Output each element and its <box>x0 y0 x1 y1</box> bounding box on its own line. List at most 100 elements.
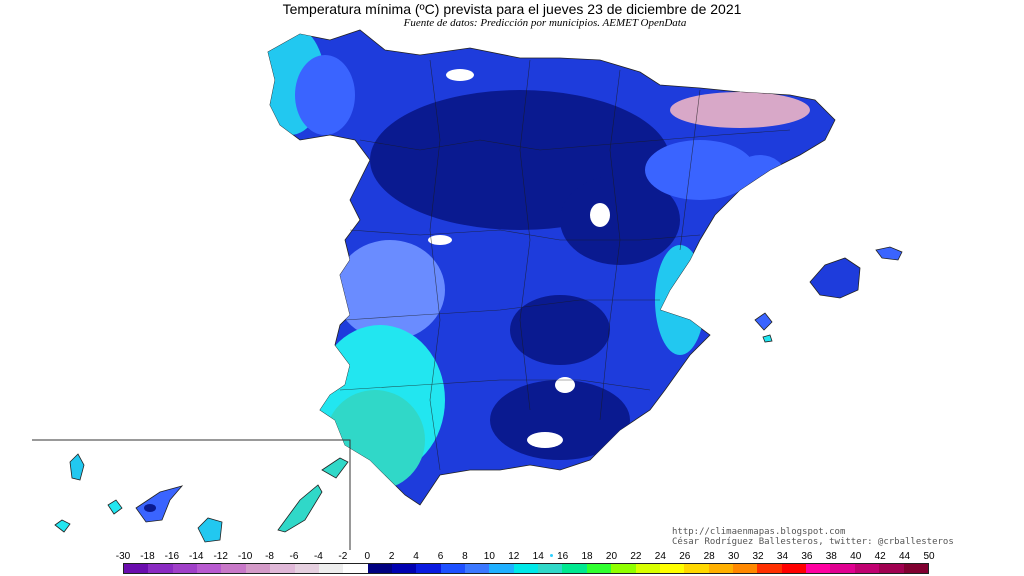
legend-swatch <box>440 564 466 573</box>
legend-label: -6 <box>289 551 299 562</box>
legend-swatch <box>854 564 880 573</box>
canary-islands <box>54 453 349 543</box>
snow-sierra-nevada <box>527 432 563 448</box>
legend-swatch <box>757 564 782 573</box>
legend-swatch <box>416 564 441 573</box>
legend-label: 0 <box>364 551 371 562</box>
zone-valencia-coast <box>655 245 705 355</box>
color-legend <box>123 563 929 574</box>
legend-label: 42 <box>874 551 886 562</box>
legend-label: 10 <box>483 551 495 562</box>
menorca <box>875 246 903 261</box>
legend-label: 38 <box>825 551 837 562</box>
legend-label: 24 <box>654 551 666 562</box>
temperature-zones <box>268 30 810 490</box>
legend-label: -12 <box>213 551 228 562</box>
legend-swatch <box>708 564 733 573</box>
legend-swatch <box>830 564 855 573</box>
legend-swatch <box>513 564 539 573</box>
legend-label: 30 <box>728 551 740 562</box>
legend-label: 6 <box>437 551 444 562</box>
legend-swatch <box>562 564 587 573</box>
legend-swatch <box>903 564 928 573</box>
legend-swatch <box>294 564 319 573</box>
province-borders <box>339 59 791 471</box>
legend-swatch <box>172 564 198 573</box>
el-hierro <box>54 519 71 533</box>
canary-inset-frame <box>32 439 351 550</box>
mallorca <box>809 257 861 299</box>
legend-label: -10 <box>237 551 253 562</box>
data-source-subtitle: Fuente de datos: Predicción por municipi… <box>403 17 687 29</box>
tenerife <box>135 485 184 523</box>
legend-swatch <box>221 564 246 573</box>
legend-swatch <box>197 564 222 573</box>
zone-la-mancha <box>510 295 610 365</box>
legend-swatch <box>611 564 636 573</box>
credits: http://climaenmapas.blogspot.com César R… <box>672 527 954 547</box>
legend-swatch <box>538 564 563 573</box>
zone-ebro <box>645 140 755 200</box>
legend-swatch <box>659 564 685 573</box>
legend-label: 18 <box>581 551 593 562</box>
legend-label: -14 <box>189 551 204 562</box>
legend-swatch <box>684 564 709 573</box>
zone-pyrenees <box>670 92 810 128</box>
legend-marker-dot <box>550 554 553 557</box>
legend-swatch <box>586 564 612 573</box>
legend-swatch <box>489 564 514 573</box>
credits-website: http://climaenmapas.blogspot.com <box>672 527 846 537</box>
zone-iberian-range <box>560 175 680 265</box>
legend-label: 44 <box>899 551 911 562</box>
la-palma <box>69 453 85 481</box>
legend-label: -2 <box>338 551 348 562</box>
credits-author: César Rodríguez Ballesteros, twitter: @c… <box>672 537 954 547</box>
legend-swatch <box>270 564 295 573</box>
formentera <box>762 334 773 343</box>
legend-label: 12 <box>508 551 520 562</box>
zone-southeast-mountains <box>490 380 630 460</box>
legend-swatch <box>732 564 758 573</box>
legend-label: -16 <box>164 551 180 562</box>
legend-label: 36 <box>801 551 813 562</box>
legend-swatch <box>148 564 173 573</box>
la-gomera <box>107 499 123 515</box>
snow-iberian <box>590 203 610 227</box>
fuerteventura <box>277 484 323 533</box>
legend-swatch <box>245 564 271 573</box>
legend-label: 50 <box>923 551 935 562</box>
legend-labels: -30 -18 -16 -14 -12 -10 -8 -6 -4 -2 0 2 4 6 8 10 12 14 16 1… <box>112 551 942 563</box>
legend-swatch <box>318 564 344 573</box>
legend-label: 14 <box>532 551 544 562</box>
legend-swatch <box>391 564 417 573</box>
map-title: Temperatura mínima (ºC) prevista para el… <box>282 1 742 17</box>
gran-canaria <box>197 517 223 543</box>
legend-label: -18 <box>140 551 155 562</box>
legend-label: -30 <box>115 551 131 562</box>
legend-swatch <box>879 564 904 573</box>
legend-label: -4 <box>313 551 323 562</box>
legend-label: 4 <box>413 551 419 562</box>
snow-central-system <box>428 235 452 245</box>
legend-label: 26 <box>679 551 691 562</box>
legend-swatch <box>465 564 490 573</box>
legend-label: -8 <box>265 551 274 562</box>
legend-swatch <box>343 564 368 573</box>
legend-label: 28 <box>703 551 715 562</box>
zone-galicia-inland <box>295 55 355 135</box>
snow-cantabrian <box>446 69 474 81</box>
zone-catalonia-coast <box>735 155 785 195</box>
legend-swatch <box>367 564 392 573</box>
legend-label: 22 <box>630 551 642 562</box>
ibiza <box>754 312 773 331</box>
teide-cold-spot <box>144 504 156 512</box>
snow-cazorla <box>555 377 575 393</box>
legend-label: 8 <box>462 551 468 562</box>
legend-swatch <box>781 564 807 573</box>
legend-label: 32 <box>752 551 764 562</box>
zone-extremadura <box>335 240 445 340</box>
legend-label: 2 <box>388 551 395 562</box>
lanzarote <box>321 457 349 479</box>
legend-swatch <box>124 564 149 573</box>
